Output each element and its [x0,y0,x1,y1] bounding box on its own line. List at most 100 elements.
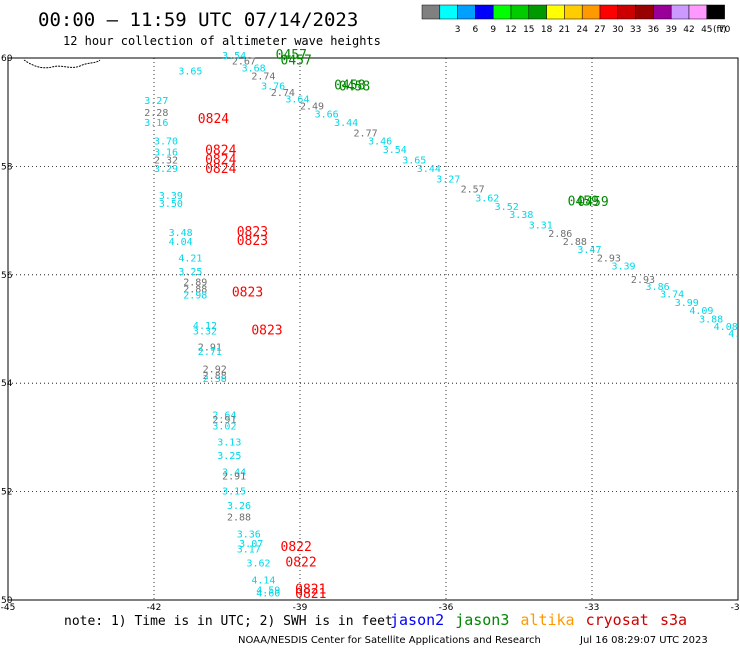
chart-subtitle: 12 hour collection of altimeter wave hei… [63,34,381,48]
wave-height-label: 3.62 [475,194,499,205]
footer-credit: NOAA/NESDIS Center for Satellite Applica… [238,635,541,646]
wave-height-label: 3.29 [154,164,178,175]
wave-height-label: 4.60 [256,589,280,600]
x-tick-label: -42 [147,603,162,613]
wave-height-label: 3.39 [159,191,183,202]
pass-time-label: 0823 [251,323,282,338]
x-tick-label: -45 [1,603,16,613]
pass-time-label: 0824 [198,112,229,127]
colorbar-label: 39 [665,25,677,35]
wave-height-label: 3.88 [699,314,723,325]
wave-height-label: 3.46 [368,137,392,148]
wave-height-label: 3.26 [227,501,251,512]
wave-height-label: 3.86 [646,282,670,293]
wave-height-label: 2.38 [203,374,227,385]
pass-time-label: 0824 [205,162,236,177]
colorbar: 3 6 9 12 15 18 21 24 27 30 33 36 39 42 45 70 [421,4,731,35]
mission-legend: jason2 jason3 altika cryosat s3a [390,611,687,629]
colorbar-label: 3 [455,25,461,35]
colorbar-bin [564,4,583,20]
colorbar-bin [528,4,547,20]
wave-height-label: 3.16 [154,148,178,159]
x-tick-label: -36 [439,603,454,613]
mission-jason2: jason2 [390,611,444,629]
coastline [23,59,101,69]
wave-height-label: 3.25 [217,451,241,462]
wave-height-label: 3.68 [242,64,266,75]
data-points: 3.653.272.283.16 08243.703.162.323.290824… [144,48,740,602]
wave-height-label: 3.07 [239,539,263,550]
colorbar-label: 21 [559,25,570,35]
wave-height-label: 3.02 [212,421,236,432]
colorbar-label: 70 [719,25,731,35]
colorbar-label: 18 [541,25,553,35]
y-tick-label: 56 [1,271,13,281]
y-tick-label: 52 [1,488,12,498]
colorbar-label: 27 [594,25,605,35]
wave-height-label: 3.74 [660,290,684,301]
wave-height-label: 3.99 [675,298,699,309]
mission-s3a: s3a [660,611,687,629]
pass-time-label: 0821 [295,587,326,602]
wave-height-label: 2.74 [271,88,295,99]
wave-height-label: 3.16 [144,118,168,129]
wave-height-label: 3.47 [577,245,601,256]
wave-height-label: 4.12 [193,321,217,332]
footer-note: note: 1) Time is in UTC; 2) SWH is in fe… [64,614,393,629]
pass-time-label: 0823 [237,234,268,249]
plot-frame [7,57,739,601]
wave-height-label: 2.77 [354,129,378,140]
colorbar-bin [510,4,530,20]
x-tick-label: -39 [293,603,308,613]
colorbar-label: 24 [576,25,588,35]
wave-height-label: 2.91 [212,415,236,426]
colorbar-bin [599,4,619,20]
wave-height-label: 2.91 [198,343,222,354]
mission-jason3: jason3 [455,611,509,629]
wave-height-label: 3.36 [237,530,261,541]
wave-height-label: 3.54 [383,145,407,156]
grid [8,58,738,600]
wave-height-label: 3.44 [334,118,358,129]
colorbar-label: 33 [630,25,641,35]
x-tick-label: -30 [731,603,740,613]
colorbar-bin [439,4,458,20]
wave-height-label: 3.31 [529,221,553,232]
colorbar-label: 15 [523,25,534,35]
wave-height-label: 3.27 [436,175,460,186]
wave-height-label: 3.48 [169,228,193,239]
wave-height-label: 3.52 [495,202,519,213]
wave-height-label: 3.50 [159,199,183,210]
wave-height-label: 2.88 [203,371,227,382]
pass-time-label: 0824 [205,153,236,168]
wave-height-label: 2.86 [548,229,572,240]
wave-height-label: 3.44 [417,164,441,175]
wave-height-label: 3.65 [178,66,202,77]
pass-time-label: 0823 [237,225,268,240]
wave-height-label: 2.57 [461,184,485,195]
pass-time-label: 0459 [577,195,608,210]
chart-title: 00:00 – 11:59 UTC 07/14/2023 [38,9,358,31]
wave-height-label: 3.44 [222,467,246,478]
wave-height-label: 4.14 [251,576,275,587]
wave-height-label: 2.71 [198,347,222,358]
wave-height-label: 2.88 [563,237,587,248]
y-tick-label: 58 [1,162,13,172]
wave-height-label: 2.74 [251,72,275,83]
y-tick-label: 54 [1,379,13,389]
colorbar-bin [688,4,708,20]
colorbar-label: 36 [648,25,660,35]
pass-time-label: 0457 [281,54,312,69]
wave-height-label: 3.76 [261,81,285,92]
colorbar-bin [670,4,690,20]
wave-height-label: 2.67 [232,57,256,68]
colorbar-bin [635,4,654,20]
wave-height-label: 2.28 [144,108,168,119]
wave-height-label: 2.98 [183,291,207,302]
y-tick-label: 50 [1,596,13,606]
wave-height-label: 2.88 [183,285,207,296]
wave-height-label: 2.93 [597,253,621,264]
colorbar-bin [581,4,601,20]
colorbar-label: 30 [612,25,624,35]
wave-height-label: 2.64 [212,410,236,421]
